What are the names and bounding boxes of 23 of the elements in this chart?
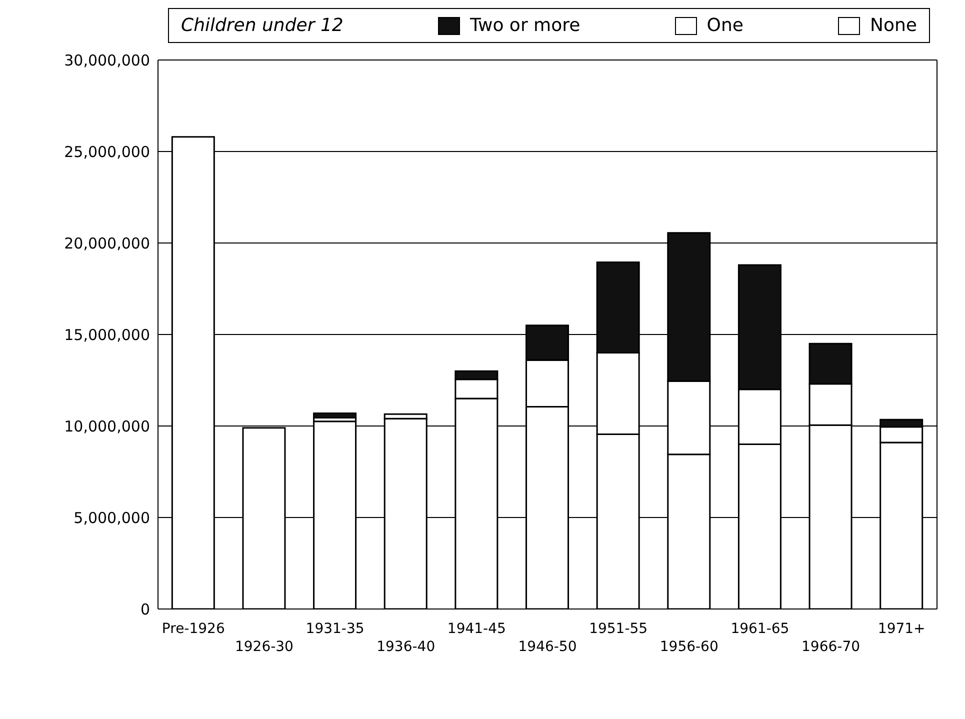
x-tick-label: 1941-45 (447, 621, 506, 637)
x-tick-label: 1946-50 (518, 639, 577, 655)
y-tick-label: 25,000,000 (64, 142, 150, 161)
y-tick-label: 15,000,000 (64, 326, 150, 344)
y-tick-label: 10,000,000 (64, 417, 150, 436)
x-tick-label: 1961-65 (730, 621, 790, 637)
legend-label: One (706, 15, 744, 36)
y-tick-label: 30,000,000 (64, 51, 150, 70)
legend-label: None (869, 15, 917, 36)
x-tick-label: 1971+ (878, 621, 926, 637)
x-tick-label: 1966-70 (802, 639, 860, 655)
y-tick-label: 20,000,000 (64, 234, 150, 252)
legend-title: Children under 12 (181, 15, 344, 36)
y-tick-label: 5,000,000 (74, 508, 150, 527)
y-tick-label: 0 (140, 600, 150, 618)
x-tick-label: Pre-1926 (162, 621, 225, 637)
legend-label: Two or more (468, 15, 580, 36)
bar (313, 412, 357, 419)
x-tick-label: 1931-35 (306, 621, 364, 637)
x-tick-label: 1936-40 (376, 639, 436, 655)
x-tick-label: 1956-60 (660, 639, 718, 655)
x-tick-label: 1926-30 (234, 639, 294, 655)
x-tick-label: 1951-55 (589, 621, 648, 637)
